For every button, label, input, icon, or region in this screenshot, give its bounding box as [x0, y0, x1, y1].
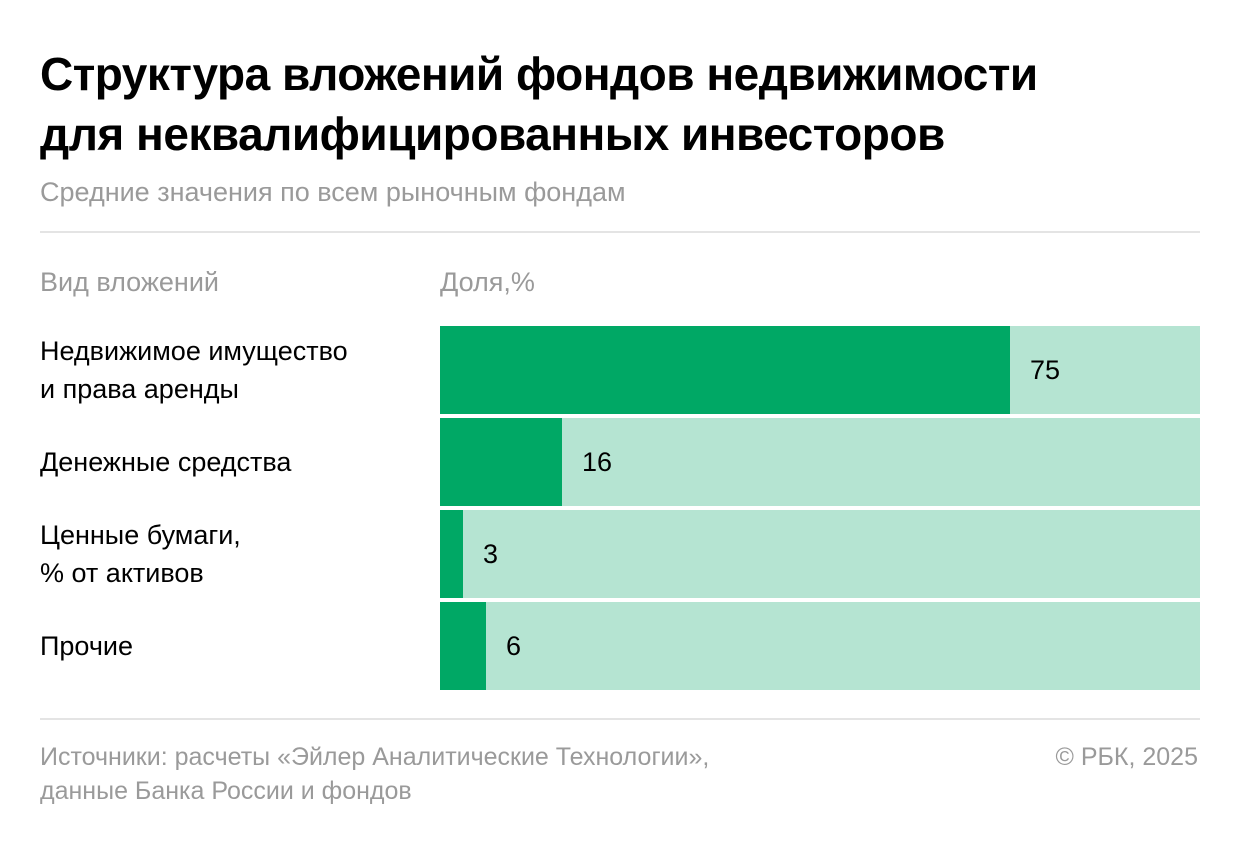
category-column-header: Вид вложений — [40, 267, 219, 297]
bar — [440, 510, 463, 598]
source-note: Источники: расчеты «Эйлер Аналитические … — [40, 740, 709, 808]
category-label-line: Ценные бумаги, — [40, 520, 241, 550]
bottom-divider — [40, 718, 1200, 720]
top-divider — [40, 231, 1200, 233]
category-label: Ценные бумаги, % от активов — [40, 510, 430, 598]
bar-track — [440, 510, 1200, 598]
copyright: © РБК, 2025 — [1055, 743, 1198, 771]
bar-value-label: 75 — [1030, 355, 1061, 385]
chart-title-line-2: для неквалифицированных инвесторов — [40, 108, 945, 160]
category-label: Прочие — [40, 602, 430, 690]
bar — [440, 326, 1010, 414]
chart-subtitle: Средние значения по всем рыночным фондам — [40, 177, 626, 207]
bar-value-label: 6 — [506, 631, 522, 661]
category-label-line: и права аренды — [40, 374, 239, 404]
category-label: Денежные средства — [40, 418, 430, 506]
category-label-line: Недвижимое имущество — [40, 336, 348, 366]
bar — [440, 418, 562, 506]
bar-track — [440, 418, 1200, 506]
category-label: Недвижимое имущество и права аренды — [40, 326, 430, 414]
source-line-1: Источники: расчеты «Эйлер Аналитические … — [40, 743, 710, 771]
category-label-line: % от активов — [40, 558, 204, 588]
bar-value-label: 16 — [582, 447, 613, 477]
source-line-2: данные Банка России и фондов — [40, 777, 412, 805]
bar-track — [440, 602, 1200, 690]
category-label-line: Прочие — [40, 631, 134, 661]
value-column-header: Доля,% — [440, 267, 535, 297]
chart-title-line-1: Структура вложений фондов недвижимости — [40, 48, 1038, 100]
category-label-line: Денежные средства — [40, 447, 292, 477]
chart-title: Структура вложений фондов недвижимости д… — [40, 44, 1200, 164]
bar-value-label: 3 — [483, 539, 499, 569]
bar — [440, 602, 486, 690]
